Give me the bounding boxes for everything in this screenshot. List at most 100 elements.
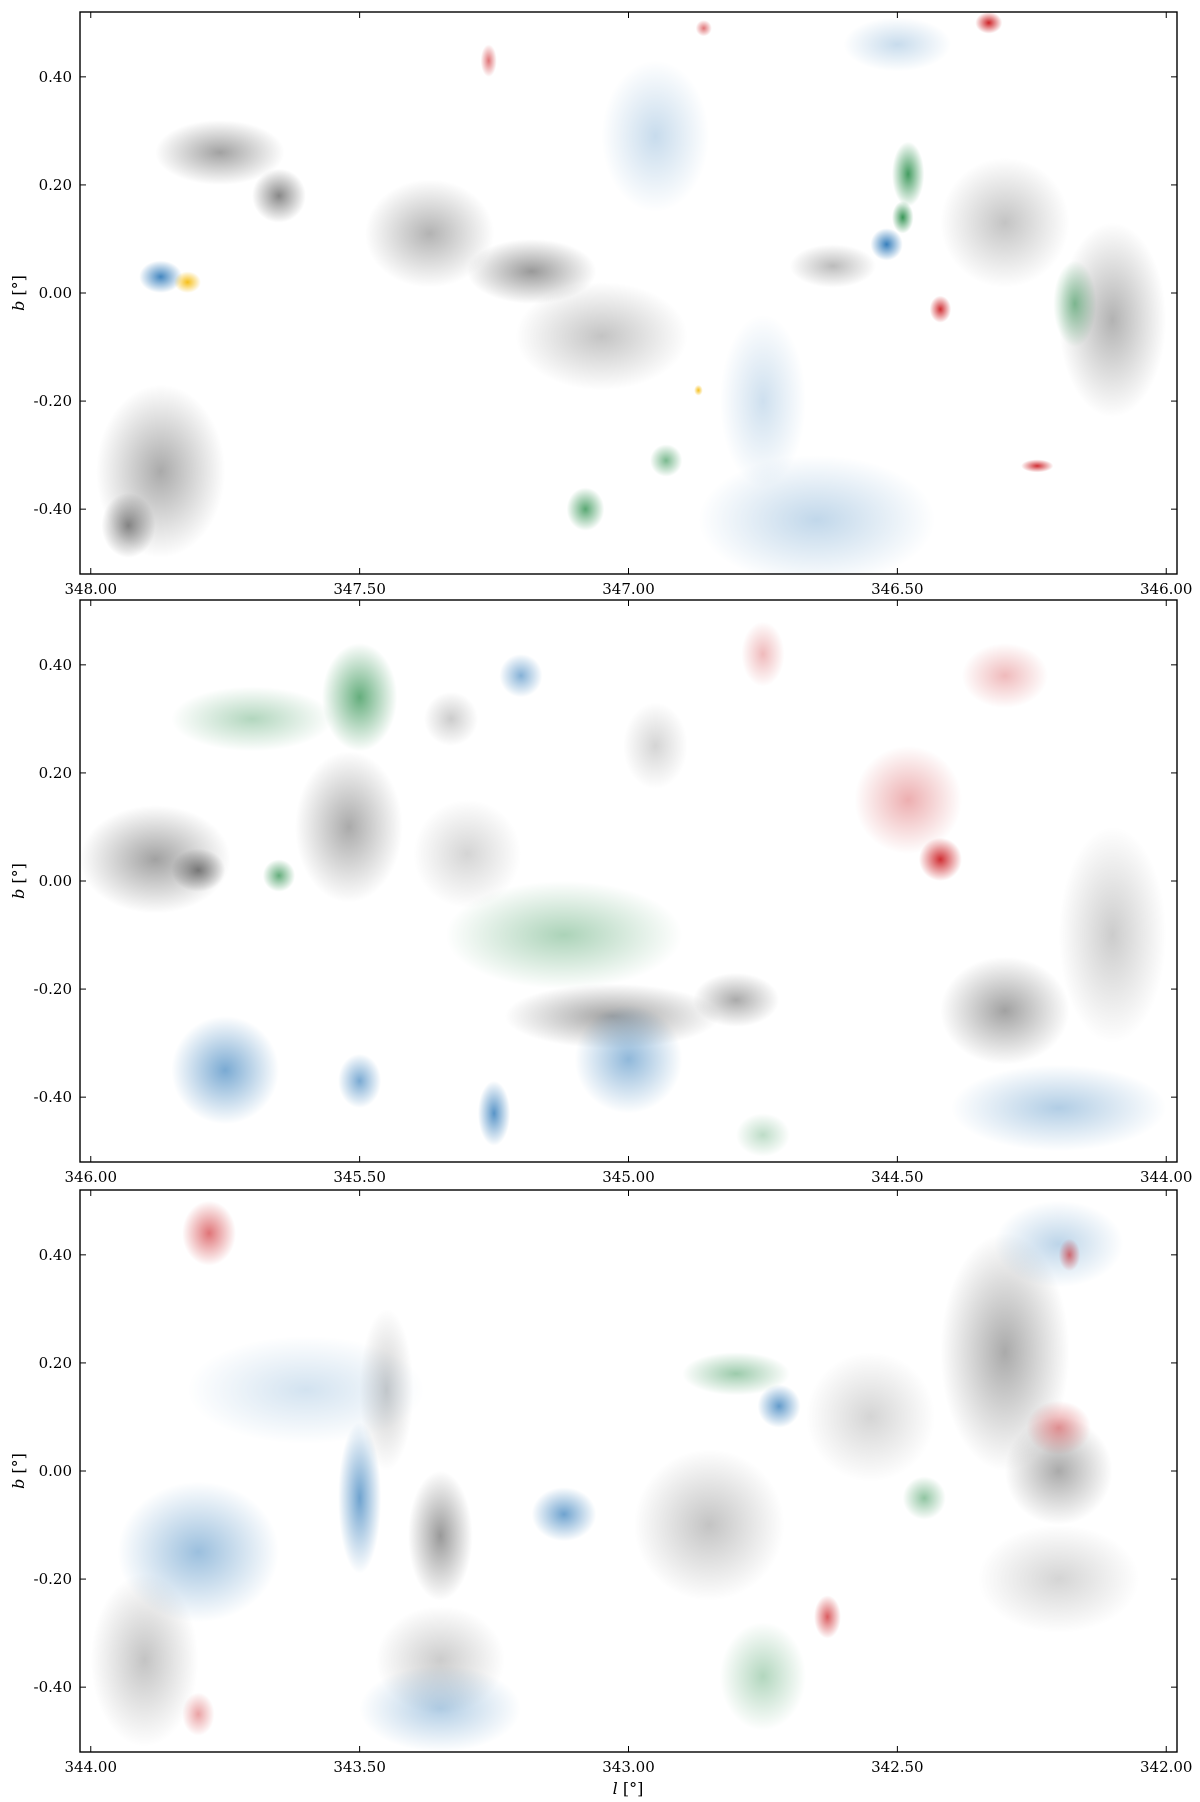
emission-gray-8 <box>978 1525 1140 1634</box>
y-tick-label: 0.00 <box>39 1462 72 1480</box>
x-tick-label: 344.50 <box>871 1168 924 1186</box>
emission-blue-12 <box>187 1335 425 1444</box>
emission-gray-1 <box>633 1449 785 1601</box>
emission-green-20 <box>1053 260 1097 348</box>
emission-red-23 <box>182 1692 215 1736</box>
y-tick-label: -0.40 <box>34 500 72 518</box>
panel-middle-clouds <box>80 621 1167 1157</box>
emission-blue-10 <box>698 455 935 574</box>
emission-red-22 <box>1021 459 1054 473</box>
x-tick-label: 347.00 <box>602 580 655 598</box>
emission-blue-13 <box>843 17 952 72</box>
x-tick-label: 346.00 <box>65 1168 118 1186</box>
emission-gray-1 <box>252 168 306 223</box>
emission-gray-4 <box>805 1352 936 1482</box>
emission-red-23 <box>975 12 1003 34</box>
emission-blue-9 <box>117 1481 279 1623</box>
y-tick-label: -0.20 <box>34 1570 72 1588</box>
emission-red-22 <box>854 745 962 854</box>
emission-gray-2 <box>295 751 403 903</box>
ylabel-unit: [°] <box>9 863 28 883</box>
xlabel-unit: [°] <box>623 1779 643 1798</box>
emission-orange-26 <box>174 271 201 294</box>
emission-red-19 <box>182 1200 236 1266</box>
x-tick-label: 345.50 <box>333 1168 386 1186</box>
x-tick-label: 346.50 <box>871 580 924 598</box>
ylabel-symbol: b <box>9 889 28 899</box>
emission-gray-3 <box>1004 1416 1113 1526</box>
emission-blue-15 <box>870 228 903 261</box>
emission-gray-3 <box>467 238 597 304</box>
emission-blue-10 <box>338 1422 382 1574</box>
ylabel-unit: [°] <box>9 275 28 295</box>
panel-top-clouds <box>96 12 1167 574</box>
ylabel-unit: [°] <box>9 1453 28 1473</box>
y-tick-label: 0.20 <box>39 764 72 782</box>
emission-red-24 <box>695 20 712 37</box>
emission-blue-11 <box>338 1053 382 1108</box>
x-tick-label: 343.00 <box>602 1758 655 1776</box>
emission-blue-12 <box>601 60 710 212</box>
ylabel-symbol: b <box>9 1479 28 1489</box>
xlabel-symbol: l <box>613 1779 618 1798</box>
y-tick-label: 0.20 <box>39 176 72 194</box>
panel-bottom-ticks: 344.00 343.50 343.00 342.50 342.00 -0.40 -0.20… <box>34 1190 1193 1776</box>
emission-red-24 <box>741 621 785 687</box>
panel-middle-ticks: 346.00 345.50 345.00 344.50 344.00 -0.40 -0.20… <box>34 600 1193 1186</box>
emission-green-18 <box>445 881 683 990</box>
emission-gray-6 <box>101 492 156 558</box>
y-tick-label: 0.40 <box>39 656 72 674</box>
y-tick-label: 0.00 <box>39 872 72 890</box>
panel-bottom-xlabel: l [°] <box>613 1779 644 1798</box>
emission-green-19 <box>650 444 683 477</box>
emission-gray-7 <box>789 244 876 288</box>
emission-blue-14 <box>139 260 183 293</box>
emission-red-22 <box>1026 1400 1091 1455</box>
panel-top-ticks: 348.00 347.50 347.00 346.50 346.00 -0.40 -0.20… <box>34 12 1192 598</box>
emission-red-21 <box>929 295 952 323</box>
emission-red-25 <box>480 44 497 77</box>
emission-gray-4 <box>693 972 780 1027</box>
panel-bottom-clouds <box>90 1200 1140 1752</box>
emission-blue-13 <box>359 1665 521 1752</box>
emission-gray-1 <box>171 848 226 892</box>
emission-blue-14 <box>951 1064 1167 1152</box>
x-tick-label: 344.00 <box>1140 1168 1193 1186</box>
emission-gray-2 <box>365 179 495 288</box>
x-tick-label: 342.00 <box>1140 1758 1193 1776</box>
y-tick-label: -0.20 <box>34 392 72 410</box>
emission-gray-4 <box>515 282 688 391</box>
emission-green-17 <box>719 1622 806 1731</box>
x-tick-label: 342.50 <box>871 1758 924 1776</box>
emission-green-19 <box>262 859 296 892</box>
emission-green-16 <box>891 141 925 207</box>
emission-blue-15 <box>499 654 543 698</box>
x-tick-label: 345.00 <box>602 1168 655 1186</box>
y-tick-label: 0.20 <box>39 1354 72 1372</box>
emission-green-20 <box>736 1113 790 1157</box>
emission-green-16 <box>321 643 398 752</box>
emission-green-18 <box>902 1476 946 1520</box>
emission-blue-14 <box>757 1384 801 1428</box>
y-tick-label: -0.20 <box>34 980 72 998</box>
panel-top-ylabel: b [°] <box>9 275 28 311</box>
emission-gray-8 <box>940 157 1070 288</box>
emission-red-20 <box>814 1595 841 1639</box>
emission-blue-15 <box>994 1200 1124 1288</box>
emission-gray-6 <box>1058 826 1167 1044</box>
panel-middle-ylabel: b [°] <box>9 863 28 899</box>
emission-red-23 <box>961 643 1048 709</box>
emission-gray-9 <box>623 702 688 790</box>
ylabel-symbol: b <box>9 301 28 311</box>
emission-gray-7 <box>413 799 521 909</box>
emission-gray-5 <box>940 956 1070 1065</box>
y-tick-label: 0.00 <box>39 284 72 302</box>
panel-bottom-ylabel: b [°] <box>9 1453 28 1489</box>
emission-gray-0 <box>408 1471 473 1601</box>
emission-green-18 <box>566 487 605 531</box>
emission-green-17 <box>171 686 333 752</box>
panel-bottom: 344.00 343.50 343.00 342.50 342.00 -0.40 -0.20… <box>9 1189 1193 1798</box>
x-tick-label: 348.00 <box>65 580 118 598</box>
emission-blue-11 <box>719 314 806 488</box>
